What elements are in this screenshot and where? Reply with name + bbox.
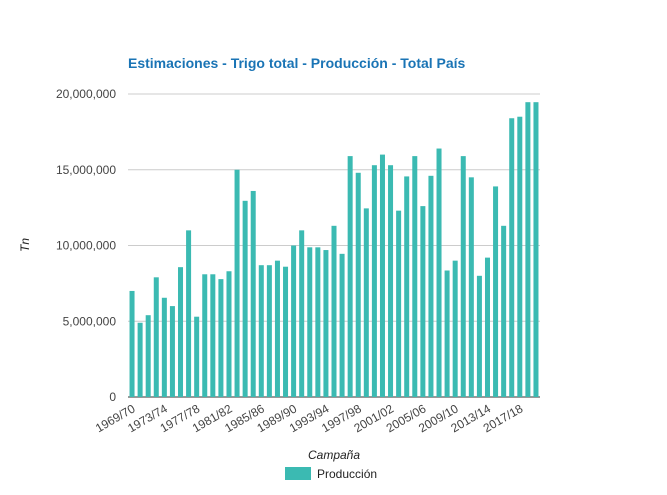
bar-1981-82[interactable] [226, 271, 232, 397]
bar-1996-97[interactable] [347, 156, 353, 397]
bar-2009-10[interactable] [452, 260, 458, 397]
bar-2010-11[interactable] [460, 156, 466, 397]
bar-2019-20[interactable] [533, 102, 539, 398]
bar-1987-88[interactable] [274, 260, 280, 397]
bar-2000-01[interactable] [379, 154, 385, 397]
bar-2003-04[interactable] [404, 176, 410, 397]
bar-2006-07[interactable] [428, 175, 434, 397]
bar-2011-12[interactable] [468, 177, 474, 397]
bar-1990-91[interactable] [299, 230, 305, 397]
y-axis-title: Tn [18, 238, 32, 252]
bar-2018-19[interactable] [525, 102, 531, 398]
bar-2014-15[interactable] [493, 186, 499, 397]
chart-title: Estimaciones - Trigo total - Producción … [128, 55, 466, 71]
y-tick-label: 5,000,000 [63, 314, 117, 328]
bar-1998-99[interactable] [363, 208, 369, 397]
y-tick-label: 20,000,000 [56, 87, 116, 101]
bar-1970-71[interactable] [137, 322, 143, 397]
bar-1993-94[interactable] [323, 250, 329, 397]
bar-1988-89[interactable] [283, 266, 289, 397]
bar-2007-08[interactable] [436, 148, 442, 397]
bar-2017-18[interactable] [517, 116, 523, 397]
bar-1992-93[interactable] [315, 247, 321, 397]
legend[interactable]: Producción [285, 467, 377, 481]
bar-1973-74[interactable] [161, 297, 167, 397]
bar-1997-98[interactable] [355, 172, 361, 397]
bar-1991-92[interactable] [307, 247, 313, 397]
y-tick-label: 10,000,000 [56, 239, 116, 253]
legend-label: Producción [317, 467, 377, 481]
bar-series[interactable] [129, 102, 539, 398]
bar-1971-72[interactable] [145, 315, 151, 397]
bar-1980-81[interactable] [218, 279, 224, 397]
y-tick-label: 0 [109, 390, 116, 404]
bar-1977-78[interactable] [194, 316, 200, 397]
bar-2002-03[interactable] [396, 210, 402, 397]
bar-2012-13[interactable] [476, 275, 482, 397]
bar-2013-14[interactable] [484, 257, 490, 397]
y-axis-ticks: 0 5,000,000 10,000,000 15,000,000 20,000,000 [56, 87, 116, 404]
bar-2015-16[interactable] [501, 225, 507, 397]
bar-1969-70[interactable] [129, 290, 135, 397]
bar-1972-73[interactable] [153, 277, 159, 397]
bar-1979-80[interactable] [210, 274, 216, 397]
bar-1994-95[interactable] [331, 225, 337, 397]
bar-1976-77[interactable] [186, 230, 192, 397]
x-axis-title: Campaña [308, 448, 360, 462]
y-tick-label: 15,000,000 [56, 163, 116, 177]
bar-1978-79[interactable] [202, 274, 208, 397]
bar-1986-87[interactable] [266, 265, 272, 397]
bar-2004-05[interactable] [412, 156, 418, 397]
bar-1982-83[interactable] [234, 169, 240, 397]
x-axis-ticks: 1969/701973/741977/781981/821985/861989/… [93, 401, 526, 435]
bar-2008-09[interactable] [444, 270, 450, 398]
bar-2001-02[interactable] [388, 165, 394, 397]
bar-1995-96[interactable] [339, 253, 345, 397]
bar-1975-76[interactable] [178, 267, 184, 397]
bar-2016-17[interactable] [509, 118, 515, 398]
bar-1983-84[interactable] [242, 200, 248, 397]
bar-1984-85[interactable] [250, 190, 256, 397]
bar-1985-86[interactable] [258, 265, 264, 397]
bar-1999-00[interactable] [371, 165, 377, 397]
bar-1989-90[interactable] [291, 245, 297, 398]
bar-1974-75[interactable] [169, 306, 175, 397]
bar-2005-06[interactable] [420, 206, 426, 397]
legend-swatch [285, 467, 311, 480]
